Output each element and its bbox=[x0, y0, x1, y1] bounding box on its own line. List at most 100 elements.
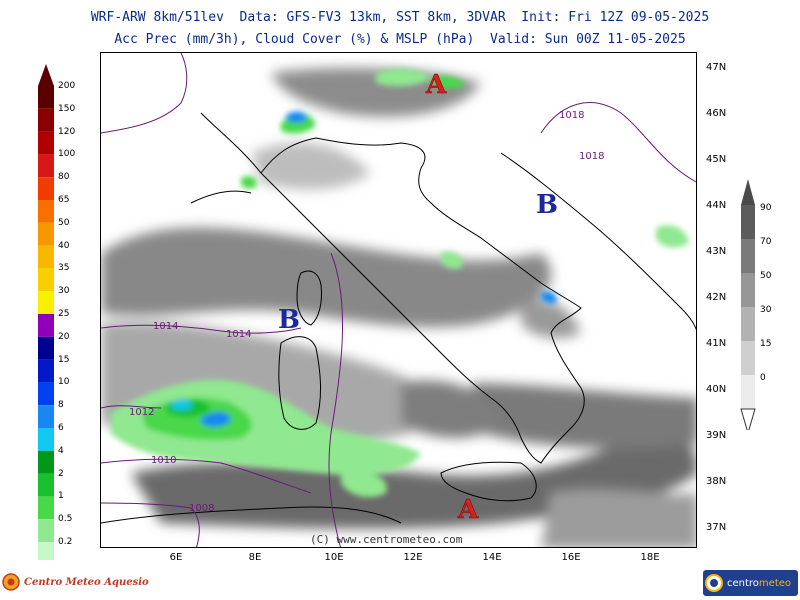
latitude-label: 37N bbox=[706, 522, 727, 533]
precip-scale-swatch bbox=[38, 108, 54, 132]
logo-centrometeo: centrometeo bbox=[703, 570, 798, 596]
precip-scale-arrow-top bbox=[38, 64, 54, 86]
latitude-label: 41N bbox=[706, 338, 727, 349]
isobar-label: 1012 bbox=[129, 407, 154, 418]
isobar-line bbox=[101, 53, 188, 134]
cloud-scale-swatch bbox=[741, 375, 755, 409]
precip-scale-label: 100 bbox=[58, 149, 76, 160]
precipitation-layer bbox=[111, 68, 689, 498]
precip-scale-swatch bbox=[38, 496, 54, 520]
longitude-label: 10E bbox=[324, 552, 344, 563]
precip-scale-swatch bbox=[38, 519, 54, 542]
copyright-text: (C) www.centrometeo.com bbox=[310, 533, 463, 546]
precip-scale-swatch bbox=[38, 314, 54, 337]
precip-scale-label: 6 bbox=[58, 423, 64, 433]
latitude-label: 39N bbox=[706, 430, 727, 441]
precip-scale-label: 20 bbox=[58, 331, 70, 342]
cloud-scale-label: 70 bbox=[760, 237, 772, 247]
cloud-cover-layer bbox=[101, 67, 696, 547]
isobar-line bbox=[540, 102, 696, 183]
precip-scale-bar bbox=[38, 64, 54, 560]
precip-scale-swatch bbox=[38, 86, 54, 109]
precip-scale-swatch bbox=[38, 154, 54, 178]
cloud-scale-swatch bbox=[741, 205, 755, 239]
precip-scale-swatch bbox=[38, 405, 54, 428]
globe-icon bbox=[705, 574, 723, 592]
cloud-scale-swatch bbox=[741, 341, 755, 375]
logo-right-text: centrometeo bbox=[727, 577, 792, 589]
isobar-layer bbox=[101, 53, 696, 547]
precip-scale-swatch bbox=[38, 177, 54, 200]
coastline-layer bbox=[101, 112, 696, 524]
latitude-label: 45N bbox=[706, 154, 727, 165]
isobar-label: 1010 bbox=[151, 455, 176, 466]
precip-scale-label: 10 bbox=[58, 377, 70, 388]
precip-scale-swatch bbox=[38, 245, 54, 269]
precip-scale-label: 50 bbox=[58, 217, 70, 228]
cloud-scale-label: 0 bbox=[760, 373, 766, 383]
map-canvas: 1018 1018 1014 1014 1012 1010 1008 A B B… bbox=[101, 53, 696, 547]
low-pressure-center: B bbox=[278, 305, 300, 335]
precip-scale-label: 0.2 bbox=[58, 537, 73, 547]
cloud-scale-label: 90 bbox=[760, 203, 772, 213]
precip-scale-swatch bbox=[38, 359, 54, 383]
precip-scale-label: 120 bbox=[58, 126, 76, 137]
precip-scale-label: 1 bbox=[58, 491, 64, 502]
latitude-label: 42N bbox=[706, 292, 727, 303]
precip-scale-swatch bbox=[38, 450, 54, 474]
precip-scale-label: 40 bbox=[58, 240, 70, 251]
precip-scale-swatch bbox=[38, 131, 54, 155]
latitude-label: 38N bbox=[706, 476, 727, 487]
precip-scale-label: 0.5 bbox=[58, 514, 73, 525]
precip-scale-label: 35 bbox=[58, 263, 70, 274]
longitude-label: 18E bbox=[640, 552, 660, 563]
precip-scale-label: 15 bbox=[58, 354, 70, 365]
isobar-label: 1018 bbox=[579, 151, 604, 162]
precip-scale-label: 200 bbox=[58, 81, 76, 91]
header-title-line2: Acc Prec (mm/3h), Cloud Cover (%) & MSLP… bbox=[114, 32, 686, 47]
cloud-scale-swatch bbox=[741, 273, 755, 307]
precip-scale-swatch bbox=[38, 268, 54, 292]
longitude-label: 8E bbox=[248, 552, 262, 563]
isobar-label: 1014 bbox=[226, 329, 251, 340]
cloud-scale-label: 15 bbox=[760, 339, 772, 349]
precip-scale-label: 8 bbox=[58, 400, 64, 411]
precip-scale-swatch bbox=[38, 336, 54, 360]
precip-scale-label: 65 bbox=[58, 195, 70, 205]
logo-centro-meteo-aquesio: Centro Meteo Aquesio bbox=[2, 570, 149, 594]
precip-scale-swatch bbox=[38, 473, 54, 497]
precip-scale-label: 25 bbox=[58, 309, 70, 319]
longitude-label: 14E bbox=[482, 552, 502, 563]
latitude-label: 40N bbox=[706, 384, 727, 395]
isobar-label: 1008 bbox=[189, 503, 214, 514]
latitude-label: 46N bbox=[706, 108, 727, 119]
isobar-label: 1018 bbox=[559, 110, 584, 121]
weather-map: 1018 1018 1014 1014 1012 1010 1008 A B B… bbox=[100, 52, 697, 548]
latitude-label: 44N bbox=[706, 200, 727, 211]
precip-scale-swatch bbox=[38, 222, 54, 246]
precip-scale-swatch bbox=[38, 291, 54, 314]
logo-left-text: Centro Meteo Aquesio bbox=[24, 576, 149, 588]
precip-scale-label: 2 bbox=[58, 468, 64, 479]
pressure-centers: A B B A bbox=[278, 70, 558, 526]
high-pressure-center: A bbox=[425, 70, 447, 100]
isobar-line bbox=[101, 458, 312, 494]
cloud-scale-arrow-top bbox=[741, 179, 755, 205]
precip-scale-swatch bbox=[38, 428, 54, 451]
isobar-line bbox=[328, 252, 344, 547]
precip-scale-label: 80 bbox=[58, 172, 70, 183]
cloud-scale-label: 30 bbox=[760, 305, 772, 315]
sun-icon bbox=[2, 573, 20, 591]
isobar-line bbox=[101, 324, 302, 334]
longitude-label: 12E bbox=[403, 552, 423, 563]
latitude-label: 43N bbox=[706, 246, 727, 257]
precip-scale-label: 4 bbox=[58, 445, 64, 456]
cloud-scale-swatch bbox=[741, 307, 755, 341]
cloud-scale-swatch bbox=[741, 239, 755, 273]
isobar-line bbox=[101, 502, 200, 547]
precip-scale-label: 150 bbox=[58, 103, 76, 114]
isobar-line bbox=[101, 405, 162, 409]
longitude-label: 16E bbox=[561, 552, 581, 563]
precip-scale-swatch bbox=[38, 382, 54, 406]
isobar-label: 1014 bbox=[153, 321, 178, 332]
